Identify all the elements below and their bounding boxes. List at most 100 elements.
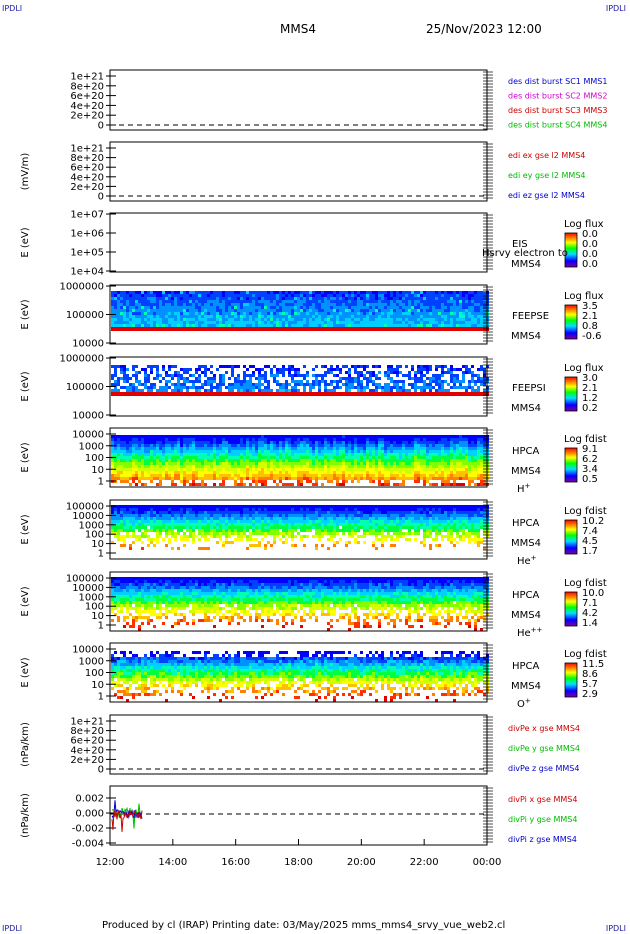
colorbar-p6 [564,447,578,483]
y-axis-label-p2: (mV/m) [20,153,31,191]
spacecraft-title: MMS4 [280,22,316,36]
legend-entry-p11-2: divPi z gse MMS4 [508,835,577,844]
y-axis-label-p9: E (eV) [20,657,31,687]
legend-entry-p1-0: des dist burst SC1 MMS1 [508,77,607,86]
spectrogram-p5 [111,365,489,396]
colorbar-tick-p9-0: 11.5 [582,659,604,670]
y-tick-label-p2-2: 6e+20 [70,163,104,174]
spectrogram-p6 [111,435,489,486]
y-tick-label-p8-4: 10 [91,611,104,622]
y-tick-label-p6-1: 1000 [79,441,104,452]
y-tick-label-p3-0: 1e+07 [70,210,104,221]
y-axis-label-p6: E (eV) [20,442,31,472]
y-axis-label-p5: E (eV) [20,371,31,401]
spacecraft-label-p4: MMS4 [511,331,541,342]
colorbar-tick-p5-3: 0.2 [582,403,598,414]
species-label-p8: He++ [517,626,543,639]
y-tick-label-p8-3: 100 [85,602,104,613]
y-tick-label-p1-3: 4e+20 [70,101,104,112]
species-label-p9: O+ [517,697,531,710]
y-tick-label-p4-1: 100000 [66,310,104,321]
corner-label-br: IPDLI [605,924,626,933]
panel-frame-p3 [109,212,488,273]
colorbar-tick-p8-3: 1.4 [582,618,598,629]
y-tick-label-p8-1: 10000 [72,583,104,594]
colorbar-tick-p5-1: 2.1 [582,383,598,394]
panel-frame-p11 [109,785,488,846]
spacecraft-label-p6: MMS4 [511,466,541,477]
colorbar-tick-p7-3: 1.7 [582,546,598,557]
legend-entry-p10-2: divPe z gse MMS4 [508,764,579,773]
y-tick-label-p10-4: 2e+20 [70,755,104,766]
y-axis-label-p7: E (eV) [20,514,31,544]
colorbar-p4 [564,304,578,340]
footer-credits: Produced by cl (IRAP) Printing date: 03/… [102,920,506,931]
y-axis-label-p10: (nPa/km) [20,722,31,767]
y-tick-label-p9-2: 100 [85,668,104,679]
y-tick-label-p6-2: 100 [85,453,104,464]
legend-entry-p1-3: des dist burst SC4 MMS4 [508,121,607,130]
x-tick-label-3: 18:00 [284,857,313,868]
y-axis-label-p3: E (eV) [20,227,31,257]
spectrogram-p7 [111,505,489,550]
corner-label-bl: IPDLI [2,924,23,933]
legend-entry-p2-0: edi ex gse l2 MMS4 [508,151,585,160]
y-tick-label-p9-1: 1000 [79,656,104,667]
panel-frame-p1 [109,69,488,131]
x-tick-label-1: 14:00 [158,857,187,868]
y-tick-label-p11-0: 0.002 [75,794,104,805]
instrument-label-p8: HPCA [512,590,540,601]
colorbar-p9 [564,662,578,698]
y-axis-label-p4: E (eV) [20,299,31,329]
panel-frame-p7 [109,499,488,560]
y-tick-label-p2-5: 0 [98,192,104,203]
y-tick-label-p7-4: 10 [91,539,104,550]
colorbar-p8 [564,591,578,627]
y-tick-label-p3-1: 1e+06 [70,229,104,240]
spacecraft-label-p9: MMS4 [511,681,541,692]
colorbar-tick-p5-0: 3.0 [582,373,598,384]
y-tick-label-p9-3: 10 [91,680,104,691]
x-tick-label-0: 12:00 [96,857,125,868]
overlay-label-p3: Hsrvy electron to [482,248,568,259]
y-tick-label-p7-3: 100 [85,530,104,541]
instrument-label-p7: HPCA [512,518,540,529]
y-tick-label-p11-3: -0.004 [72,839,104,850]
spectrogram-p8 [111,577,489,631]
y-tick-label-p7-1: 10000 [72,511,104,522]
colorbar-tick-p7-2: 4.5 [582,536,598,547]
x-tick-label-4: 20:00 [347,857,376,868]
colorbar-tick-p4-1: 2.1 [582,311,598,322]
colorbar-tick-p4-0: 3.5 [582,301,598,312]
y-tick-label-p2-4: 2e+20 [70,182,104,193]
y-tick-label-p7-2: 1000 [79,520,104,531]
species-label-p7: He+ [517,554,537,567]
y-tick-label-p3-3: 1e+04 [70,267,104,278]
corner-label-tr: IPDLI [605,4,626,13]
legend-entry-p11-1: divPi y gse MMS4 [508,815,577,824]
species-label-p6: H+ [517,482,531,495]
y-tick-label-p10-1: 8e+20 [70,726,104,737]
y-tick-label-p3-2: 1e+05 [70,248,104,259]
colorbar-title-p5: Log flux [564,363,604,374]
colorbar-tick-p3-3: 0.0 [582,259,598,270]
spacecraft-label-p8: MMS4 [511,610,541,621]
y-tick-label-p4-0: 1000000 [59,282,104,293]
y-tick-label-p2-3: 4e+20 [70,172,104,183]
legend-entry-p10-1: divPe y gse MMS4 [508,744,580,753]
colorbar-tick-p8-0: 10.0 [582,588,604,599]
instrument-label-p9: HPCA [512,661,540,672]
y-tick-label-p11-1: 0.000 [75,809,104,820]
y-tick-label-p1-5: 0 [98,121,104,132]
y-tick-label-p1-4: 2e+20 [70,111,104,122]
panel-frame-p8 [109,571,488,632]
spectrogram-p9 [111,651,489,702]
colorbar-tick-p6-3: 0.5 [582,474,598,485]
colorbar-tick-p7-1: 7.4 [582,526,598,537]
datetime-title: 25/Nov/2023 12:00 [426,22,542,36]
colorbar-tick-p9-1: 8.6 [582,669,598,680]
y-tick-label-p5-2: 10000 [72,411,104,422]
spacecraft-label-p5: MMS4 [511,403,541,414]
spacecraft-label-p3: MMS4 [511,259,541,270]
y-tick-label-p6-4: 1 [98,477,104,488]
